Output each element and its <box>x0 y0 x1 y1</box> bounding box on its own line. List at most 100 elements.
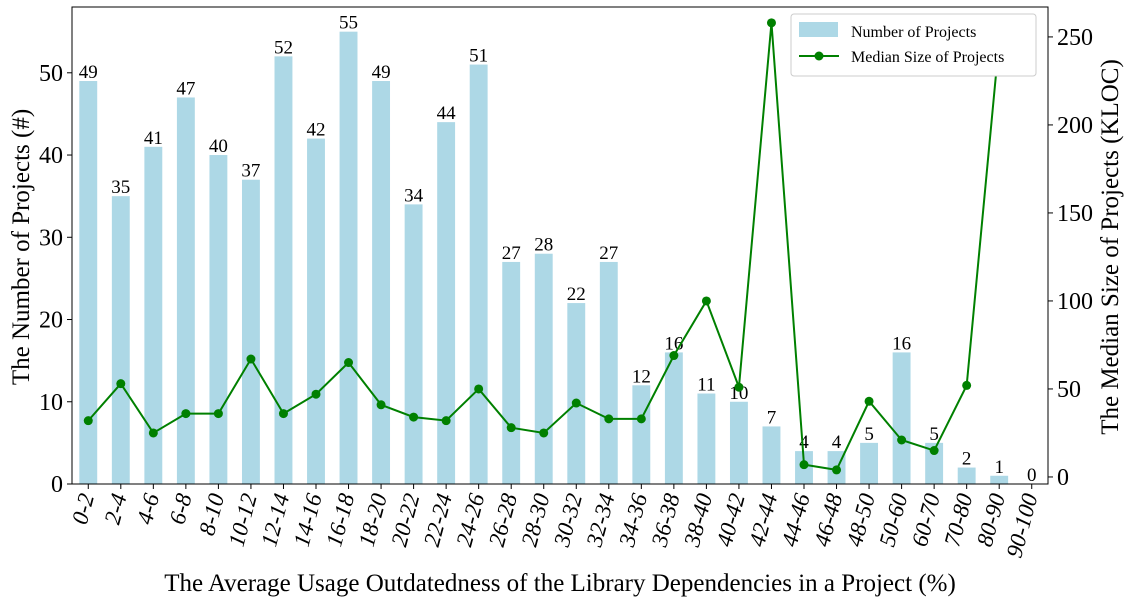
bar-4-6 <box>144 146 163 484</box>
median-size-point-50-60 <box>897 435 907 445</box>
left-y-axis: 0 10 20 30 40 50 <box>39 61 72 498</box>
bar-label-16-18: 55 <box>339 13 358 34</box>
plot-frame <box>71 6 1049 485</box>
bar-8-10 <box>209 155 228 484</box>
x-tick-label-8-10: 8-10 <box>194 490 229 538</box>
bar-label-46-48: 4 <box>832 432 842 453</box>
median-size-point-20-22 <box>409 412 419 422</box>
median-size-point-30-32 <box>571 398 581 408</box>
left-tick-label-50: 50 <box>39 61 63 87</box>
x-tick-label-0-2: 0-2 <box>67 491 99 527</box>
right-tick-label-200: 200 <box>1057 113 1093 139</box>
median-size-point-42-44 <box>766 18 776 28</box>
bar-label-26-28: 27 <box>502 243 521 264</box>
bar-40-42 <box>729 401 748 484</box>
median-size-point-36-38 <box>669 351 679 361</box>
median-size-point-0-2 <box>83 416 93 426</box>
median-size-point-6-8 <box>181 409 191 419</box>
median-size-point-22-24 <box>441 416 451 426</box>
bar-16-18 <box>339 31 358 484</box>
bar-48-50 <box>860 442 879 484</box>
median-size-point-16-18 <box>344 358 354 368</box>
bar-label-80-90: 1 <box>994 457 1004 478</box>
left-tick-label-10: 10 <box>39 390 63 416</box>
bar-12-14 <box>274 56 293 485</box>
bar-label-48-50: 5 <box>864 424 874 445</box>
left-tick-label-20: 20 <box>39 308 63 334</box>
bar-30-32 <box>567 303 586 484</box>
median-size-point-48-50 <box>864 396 874 406</box>
bar-label-60-70: 5 <box>929 424 939 445</box>
bar-34-36 <box>632 385 651 484</box>
left-tick-label-40: 40 <box>39 143 63 169</box>
median-size-point-38-40 <box>701 296 711 306</box>
bar-label-38-40: 11 <box>697 375 715 396</box>
legend-box <box>790 13 1037 77</box>
bar-10-12 <box>241 179 260 484</box>
bar-label-12-14: 52 <box>274 37 293 58</box>
right-axis-title: The Median Size of Projects (KLOC) <box>1097 59 1124 435</box>
bar-26-28 <box>502 261 521 484</box>
median-size-point-60-70 <box>929 446 939 456</box>
bar-6-8 <box>176 97 195 484</box>
bar-label-40-42: 10 <box>729 383 748 404</box>
bar-label-24-26: 51 <box>469 46 488 67</box>
bar-70-80 <box>957 467 976 484</box>
bar-18-20 <box>372 81 391 484</box>
bar-label-32-34: 27 <box>599 243 618 264</box>
bar-24-26 <box>469 64 488 484</box>
bar-60-70 <box>925 442 944 484</box>
median-size-point-28-30 <box>539 428 549 438</box>
bar-label-50-60: 16 <box>892 333 911 354</box>
left-tick-label-0: 0 <box>51 472 63 498</box>
bar-label-90-100: 0 <box>1027 465 1037 486</box>
median-size-point-12-14 <box>278 409 288 419</box>
bar-label-30-32: 22 <box>567 284 586 305</box>
x-axis-title: The Average Usage Outdatedness of the Li… <box>164 570 956 597</box>
bar-38-40 <box>697 393 716 484</box>
median-size-point-4-6 <box>148 428 158 438</box>
line-series-median-size <box>83 18 1004 475</box>
bar-label-10-12: 37 <box>241 161 260 182</box>
median-size-point-8-10 <box>213 409 223 419</box>
median-size-point-44-46 <box>799 460 809 470</box>
bar-2-4 <box>111 196 130 485</box>
x-axis: 0-2 2-4 4-6 6-88-1010-1212-1414-1616-1818-2… <box>67 484 1043 560</box>
bar-32-34 <box>599 261 618 484</box>
bar-36-38 <box>664 352 683 484</box>
bar-label-4-6: 41 <box>144 128 163 149</box>
bar-22-24 <box>437 122 456 484</box>
bar-label-44-46: 4 <box>799 432 809 453</box>
median-size-point-24-26 <box>474 384 484 394</box>
right-tick-label-150: 150 <box>1057 201 1093 227</box>
median-size-point-46-48 <box>832 465 842 475</box>
bar-label-20-22: 34 <box>404 185 424 206</box>
right-tick-label-100: 100 <box>1057 289 1093 315</box>
bar-label-42-44: 7 <box>767 407 777 428</box>
bar-80-90 <box>990 475 1009 484</box>
legend: Number of Projects Median Size of Projec… <box>790 13 1037 77</box>
bar-label-6-8: 47 <box>176 78 195 99</box>
bar-label-22-24: 44 <box>437 103 457 124</box>
bar-14-16 <box>307 138 325 484</box>
bar-label-70-80: 2 <box>962 449 972 470</box>
legend-bar-swatch <box>799 22 838 37</box>
bar-label-28-30: 28 <box>534 235 553 256</box>
right-y-axis: 0 50 100 150 200 250 <box>1048 25 1093 491</box>
bar-label-2-4: 35 <box>111 177 130 198</box>
left-tick-label-30: 30 <box>39 225 63 251</box>
median-size-point-34-36 <box>636 414 646 424</box>
bar-42-44 <box>762 426 781 484</box>
x-tick-label-2-4: 2-4 <box>100 491 132 527</box>
median-size-point-18-20 <box>376 400 386 410</box>
right-tick-label-50: 50 <box>1057 377 1081 403</box>
bar-label-0-2: 49 <box>79 62 98 83</box>
legend-label-median-size: Median Size of Projects <box>851 49 1004 66</box>
legend-label-number-of-projects: Number of Projects <box>851 24 976 41</box>
x-tick-label-6-8: 6-8 <box>165 490 197 527</box>
median-size-point-70-80 <box>962 380 972 390</box>
median-size-point-26-28 <box>506 423 516 433</box>
bar-28-30 <box>534 253 553 484</box>
